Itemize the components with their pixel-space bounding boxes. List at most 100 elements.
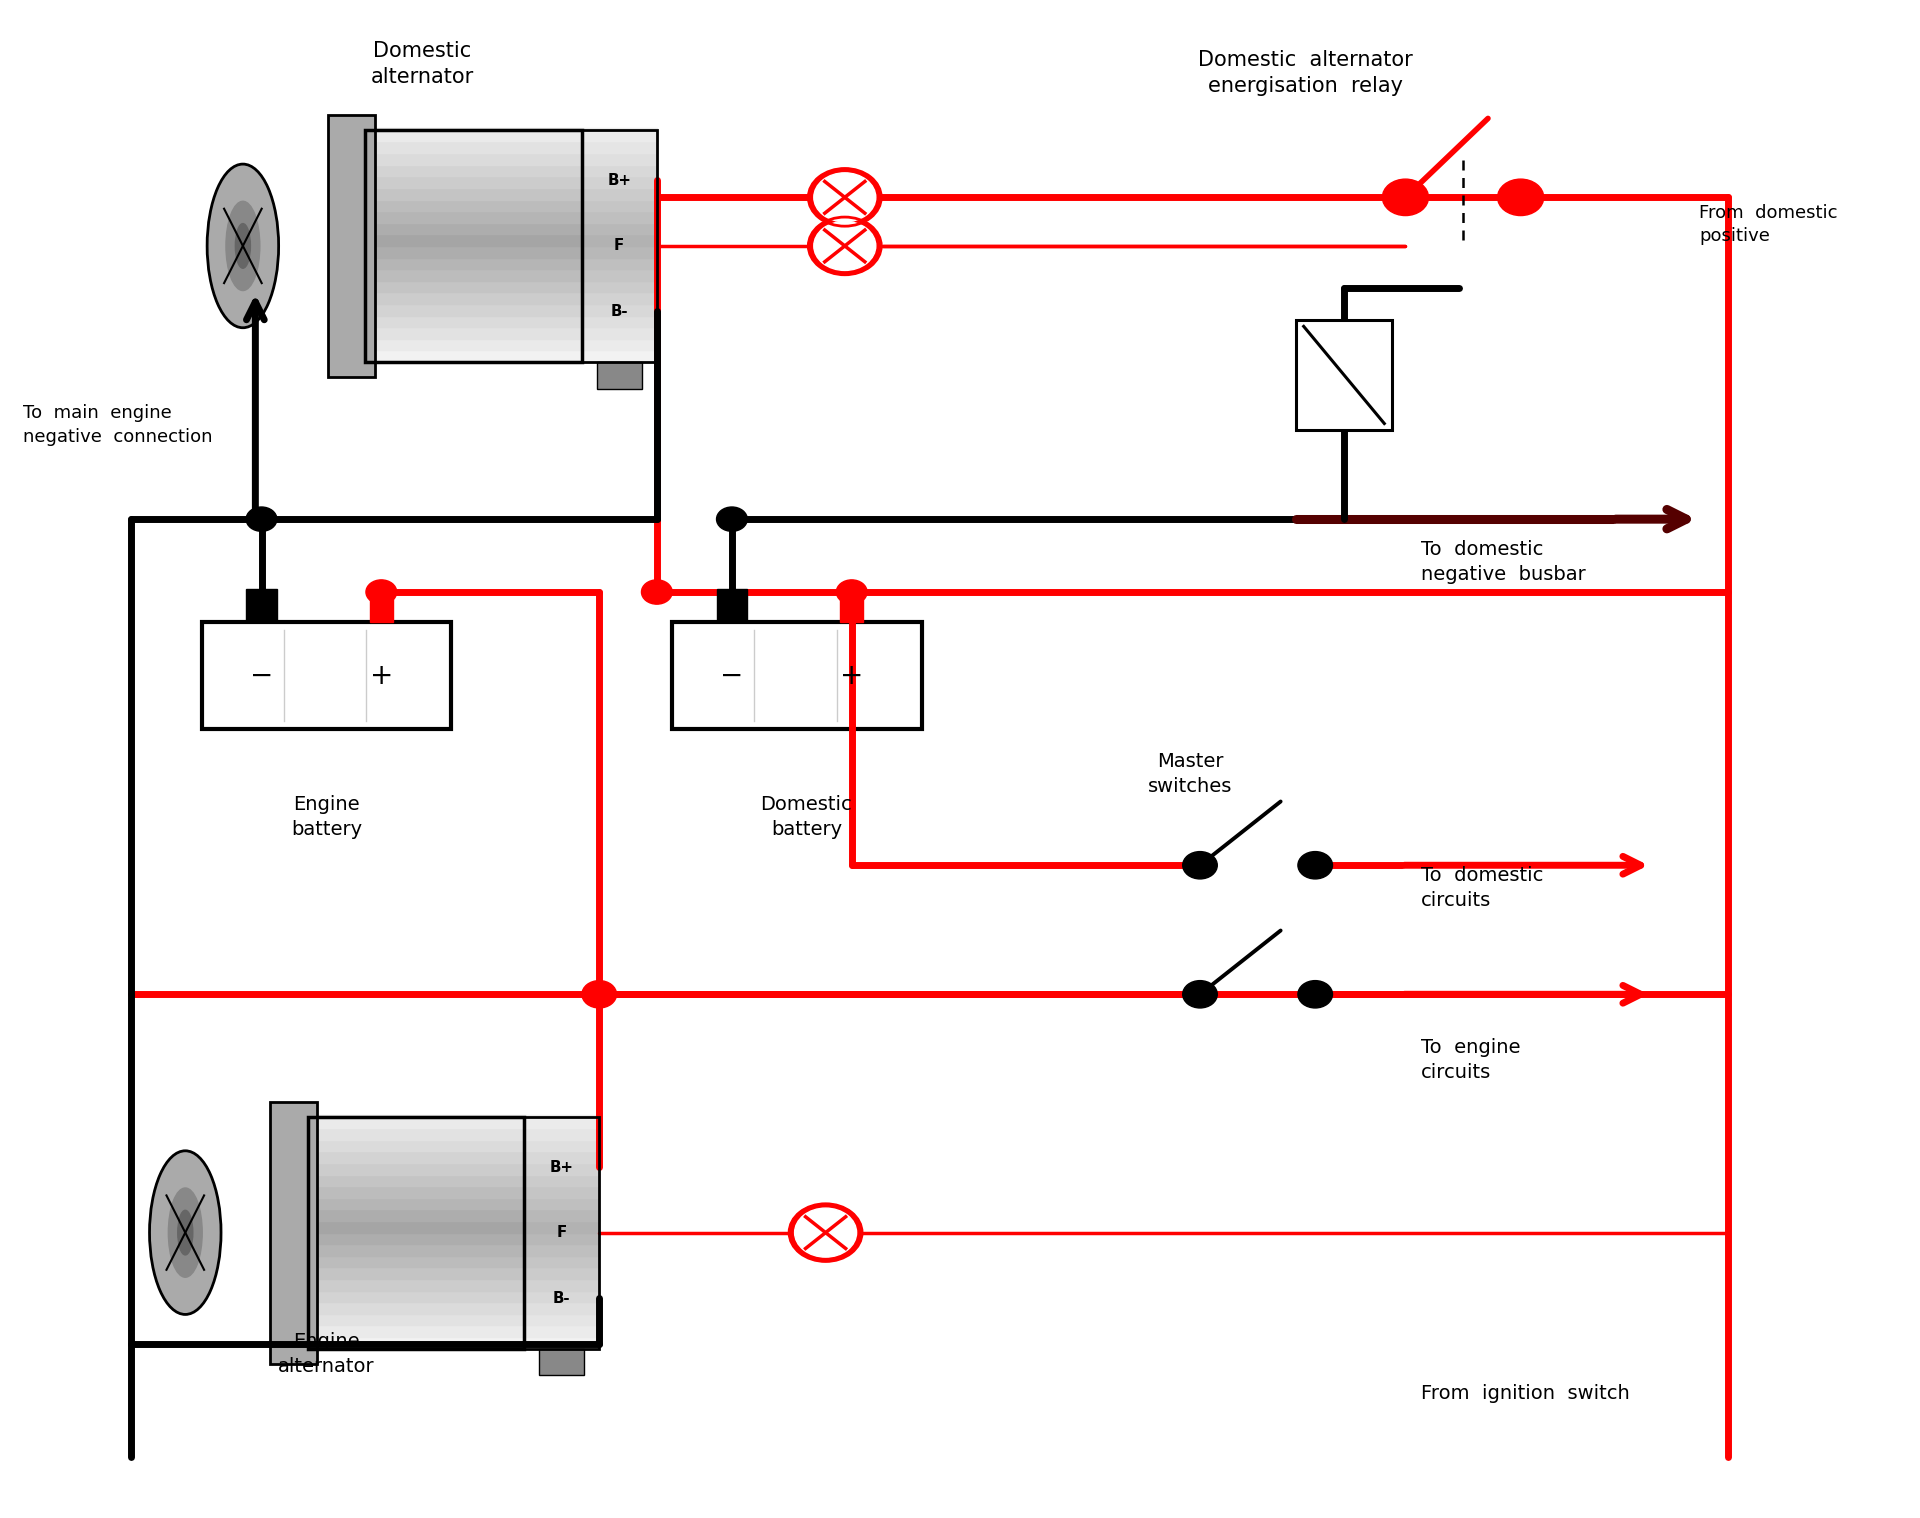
Bar [524,1184,599,1198]
Text: Engine
alternator: Engine alternator [278,1333,374,1375]
Bar [307,1254,524,1268]
Bar [524,1161,599,1175]
Bar [307,1116,524,1128]
Bar [524,1126,599,1140]
Bar [365,291,582,304]
Bar [582,131,657,361]
Bar [524,1231,599,1245]
Circle shape [837,580,868,604]
Bar [582,175,657,188]
Bar [365,140,582,153]
Bar [307,1149,524,1163]
Bar [307,1196,524,1210]
Text: Engine
battery: Engine battery [290,795,363,838]
Bar [582,197,657,211]
Bar [524,1313,599,1325]
Bar [307,1336,524,1348]
Circle shape [582,981,616,1008]
Bar [582,187,657,199]
Bar [271,1102,317,1363]
Bar [307,1184,524,1198]
Bar [307,1208,524,1220]
Bar [365,152,582,164]
Bar [524,1301,599,1315]
Bar [307,1289,524,1302]
Bar [365,302,582,316]
Bar [524,1173,599,1186]
Bar [307,1324,524,1337]
Bar [307,1126,524,1140]
Bar [365,222,582,234]
Bar [582,279,657,293]
Bar [365,337,582,351]
Circle shape [789,1204,862,1261]
Bar [524,1289,599,1302]
Bar [524,1208,599,1220]
Bar [582,209,657,223]
Bar [582,314,657,328]
Bar [202,622,451,729]
Circle shape [1183,981,1217,1008]
Bar [524,1219,599,1233]
Text: From  ignition  switch: From ignition switch [1421,1384,1630,1403]
Text: B-: B- [611,304,628,319]
Ellipse shape [227,202,259,290]
Bar [524,1149,599,1163]
Bar [582,140,657,153]
Bar [582,349,657,361]
Text: +: + [841,662,864,689]
Ellipse shape [207,164,278,328]
Bar [582,291,657,304]
Text: Master
switches: Master switches [1148,753,1233,795]
Circle shape [1382,179,1428,216]
Bar [307,1266,524,1280]
Text: To  main  engine
negative  connection: To main engine negative connection [23,404,213,446]
Bar [307,1138,524,1151]
Circle shape [808,168,881,226]
Bar [307,1117,524,1348]
Bar [307,1231,524,1245]
Bar [365,197,582,211]
Text: F: F [614,238,624,254]
Bar [365,131,582,361]
Bar [524,1138,599,1151]
Bar [582,162,657,176]
Ellipse shape [169,1189,202,1277]
Text: To  engine
circuits: To engine circuits [1421,1038,1521,1081]
Bar [365,279,582,293]
Circle shape [1183,852,1217,879]
Circle shape [814,222,876,270]
Circle shape [1298,852,1332,879]
Bar [246,589,276,622]
Text: B-: B- [553,1290,570,1305]
Bar [365,267,582,281]
Bar [597,361,641,389]
Bar [307,1243,524,1255]
Bar [1296,320,1392,430]
Bar [582,337,657,351]
Ellipse shape [236,223,250,269]
Text: To  domestic
negative  busbar: To domestic negative busbar [1421,540,1586,583]
Circle shape [814,173,876,222]
Bar [582,244,657,258]
Bar [371,589,394,622]
Bar [582,222,657,234]
Bar [524,1324,599,1337]
Bar [524,1266,599,1280]
Text: F: F [557,1225,566,1240]
Bar [582,152,657,164]
Bar [582,326,657,339]
Text: Domestic  alternator
energisation  relay: Domestic alternator energisation relay [1198,50,1413,96]
Bar [524,1336,599,1348]
Bar [365,257,582,269]
Text: Domestic
battery: Domestic battery [760,795,852,838]
Circle shape [1298,981,1332,1008]
Circle shape [716,507,747,531]
Text: Domestic
alternator: Domestic alternator [371,41,474,87]
Bar [524,1243,599,1255]
Bar [307,1219,524,1233]
Bar [582,267,657,281]
Text: +: + [371,662,394,689]
Bar [307,1278,524,1290]
Text: From  domestic
positive: From domestic positive [1699,203,1837,246]
